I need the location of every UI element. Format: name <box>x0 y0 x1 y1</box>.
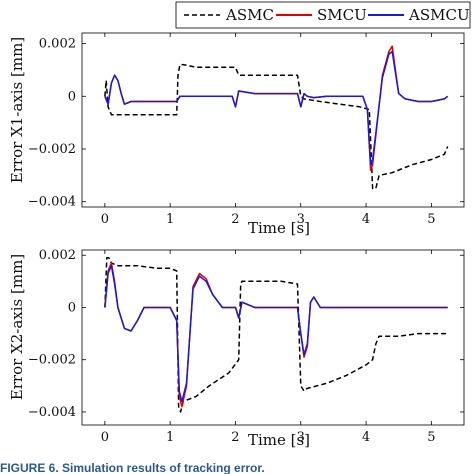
plot2-xtick-label: 1 <box>166 430 174 445</box>
plot1-series-smcu <box>104 45 449 171</box>
plot1-ytick-label: 0.002 <box>39 37 76 52</box>
plot1-xtick-label: 0 <box>101 212 109 227</box>
legend-label-smcu: SMCU <box>317 6 367 24</box>
plot1-xtick-label: 2 <box>231 212 239 227</box>
plot1-ylabel: Error X1-axis [mm] <box>8 37 26 183</box>
plot2-xtick-label: 4 <box>362 430 370 445</box>
legend: ASMC SMCU ASMCU <box>175 1 471 29</box>
plot1-xtick-label: 4 <box>362 212 370 227</box>
plot2-xlabel: Time [s] <box>248 431 310 449</box>
plot2-xtick-label: 3 <box>297 430 305 445</box>
plot1-ytick-label: −0.004 <box>28 195 76 210</box>
plot2-series-smcu <box>104 262 448 408</box>
plot1-ytick-label: −0.002 <box>28 142 76 157</box>
plot1-xtick-label: 3 <box>297 212 305 227</box>
plot2-ytick-label: 0 <box>68 300 76 315</box>
plot2-xtick-label: 0 <box>101 430 109 445</box>
plot1-xlabel: Time [s] <box>248 219 310 237</box>
figure-caption: FIGURE 6. Simulation results of tracking… <box>0 462 265 474</box>
plot2-ytick-label: −0.002 <box>28 353 76 368</box>
plot2-series-asmc <box>104 257 448 413</box>
plot2-frame <box>81 249 465 426</box>
plot2-xtick-label: 2 <box>231 430 239 445</box>
plot1-series-asmcu <box>104 50 449 166</box>
plot-x1-axis: 0 1 2 3 4 5 0.002 0 −0.002 −0.004 <box>28 32 465 227</box>
plot2-ytick-label: −0.004 <box>28 405 76 420</box>
plot1-xtick-label: 1 <box>166 212 174 227</box>
plot1-series-asmc <box>104 63 449 190</box>
legend-label-asmc: ASMC <box>225 6 274 24</box>
plot2-series-asmcu <box>104 264 448 403</box>
plot2-ytick-label: 0.002 <box>39 248 76 263</box>
legend-label-asmcu: ASMCU <box>408 6 470 24</box>
plot1-frame <box>81 32 465 208</box>
chart-svg: ASMC SMCU ASMCU 0 1 2 3 4 5 0.002 0 −0.002 −0.004… <box>8 1 471 449</box>
plot2-xtick-label: 5 <box>427 430 435 445</box>
plot2-ylabel: Error X2-axis [mm] <box>8 254 26 400</box>
plot1-ytick-label: 0 <box>68 89 76 104</box>
plot1-xtick-label: 5 <box>427 212 435 227</box>
plot-x2-axis: 0 1 2 3 4 5 0.002 0 −0.002 −0.004 <box>28 248 465 445</box>
legend-box <box>175 1 471 29</box>
